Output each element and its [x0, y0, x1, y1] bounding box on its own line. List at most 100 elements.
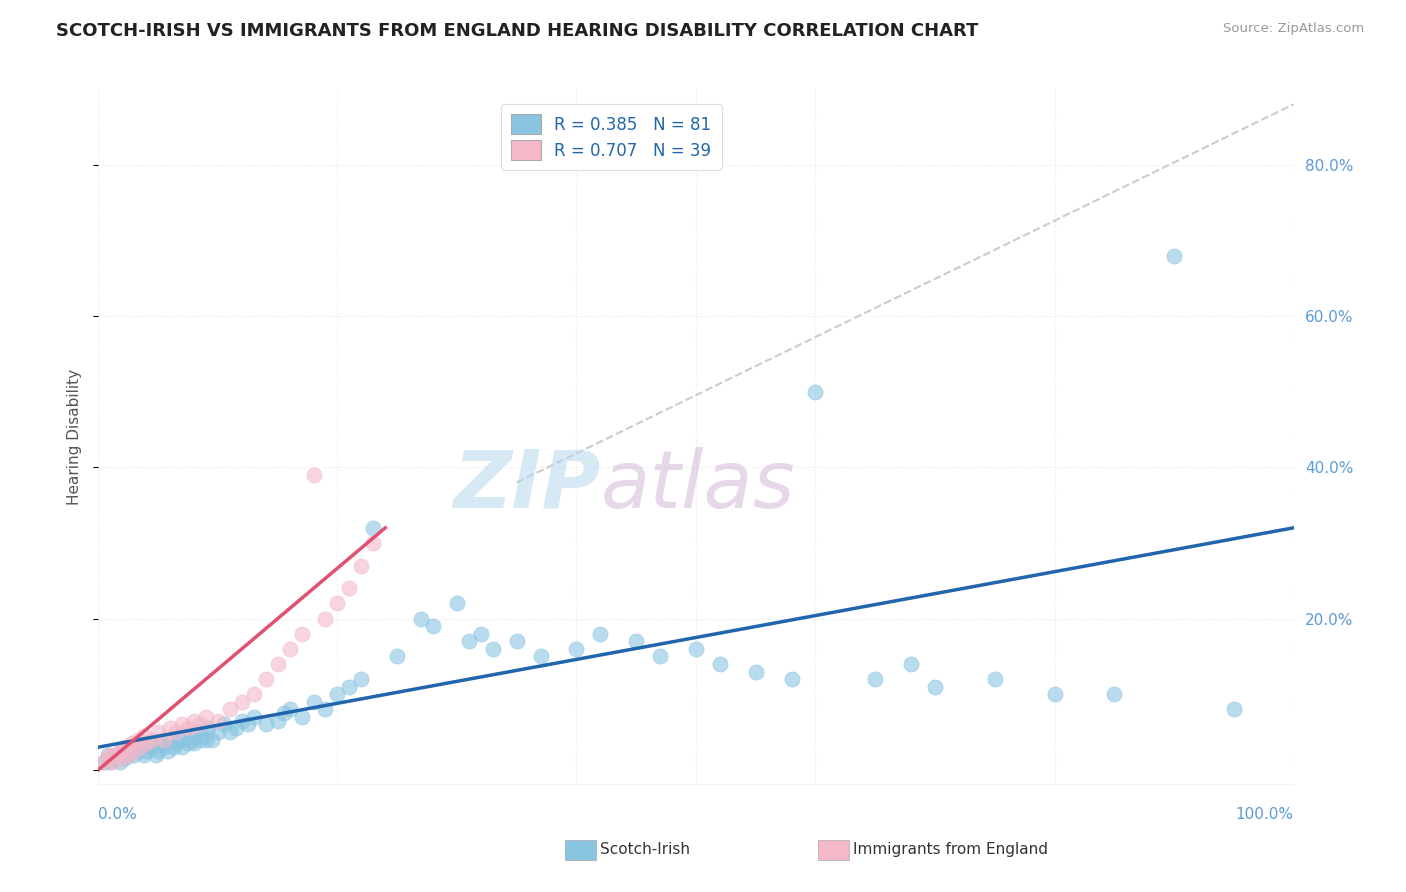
- Point: [267, 657, 290, 671]
- Text: ZIP: ZIP: [453, 447, 600, 524]
- Point: [225, 721, 247, 735]
- Point: [1163, 249, 1185, 263]
- Legend: R = 0.385   N = 81, R = 0.707   N = 39: R = 0.385 N = 81, R = 0.707 N = 39: [501, 104, 721, 169]
- Point: [172, 717, 194, 731]
- Point: [219, 702, 242, 716]
- Point: [149, 736, 172, 750]
- Point: [924, 680, 946, 694]
- Point: [506, 634, 529, 648]
- Point: [188, 732, 211, 747]
- Point: [183, 714, 205, 728]
- Point: [177, 721, 200, 735]
- Point: [207, 714, 229, 728]
- Point: [141, 732, 163, 747]
- Y-axis label: Hearing Disability: Hearing Disability: [67, 369, 83, 505]
- Text: Source: ZipAtlas.com: Source: ZipAtlas.com: [1223, 22, 1364, 36]
- Point: [105, 747, 128, 762]
- Point: [302, 695, 325, 709]
- Point: [135, 744, 157, 758]
- Point: [124, 747, 146, 762]
- Point: [135, 736, 157, 750]
- Point: [363, 536, 385, 550]
- Point: [145, 747, 167, 762]
- Point: [1043, 687, 1066, 701]
- Point: [108, 744, 131, 758]
- Point: [117, 747, 139, 762]
- Point: [254, 672, 277, 686]
- Point: [153, 740, 176, 755]
- Point: [780, 672, 803, 686]
- Point: [278, 641, 301, 656]
- Point: [339, 680, 360, 694]
- Point: [984, 672, 1007, 686]
- Text: atlas: atlas: [600, 447, 796, 524]
- Point: [315, 611, 337, 625]
- Point: [350, 558, 373, 573]
- Point: [188, 717, 211, 731]
- Point: [114, 740, 136, 755]
- Point: [124, 744, 146, 758]
- Text: 0.0%: 0.0%: [98, 807, 138, 822]
- Point: [315, 702, 337, 716]
- Point: [108, 756, 131, 770]
- Point: [186, 725, 208, 739]
- Point: [267, 714, 290, 728]
- Point: [173, 729, 195, 743]
- Point: [111, 751, 134, 765]
- Point: [339, 582, 360, 596]
- Point: [201, 732, 224, 747]
- Point: [385, 649, 409, 664]
- Point: [291, 710, 314, 724]
- Point: [219, 725, 242, 739]
- Point: [159, 721, 181, 735]
- Point: [111, 744, 134, 758]
- Point: [243, 687, 266, 701]
- Point: [169, 732, 191, 747]
- Point: [1102, 687, 1125, 701]
- Point: [127, 744, 149, 758]
- Text: Scotch-Irish: Scotch-Irish: [600, 842, 690, 856]
- Point: [458, 634, 481, 648]
- Point: [97, 751, 120, 765]
- Text: SCOTCH-IRISH VS IMMIGRANTS FROM ENGLAND HEARING DISABILITY CORRELATION CHART: SCOTCH-IRISH VS IMMIGRANTS FROM ENGLAND …: [56, 22, 979, 40]
- Point: [194, 710, 218, 724]
- Point: [207, 725, 229, 739]
- Point: [302, 467, 325, 482]
- Point: [193, 729, 215, 743]
- Point: [114, 751, 136, 765]
- Point: [446, 597, 468, 611]
- Point: [350, 672, 373, 686]
- Point: [626, 634, 648, 648]
- Point: [1222, 702, 1246, 716]
- Point: [141, 740, 163, 755]
- Point: [127, 732, 149, 747]
- Point: [148, 725, 170, 739]
- Point: [326, 687, 349, 701]
- Point: [153, 732, 176, 747]
- Point: [291, 626, 314, 640]
- Point: [172, 740, 194, 755]
- Point: [93, 756, 115, 770]
- Point: [326, 597, 349, 611]
- Point: [648, 649, 672, 664]
- Point: [709, 657, 731, 671]
- Point: [804, 384, 827, 399]
- Point: [194, 732, 218, 747]
- Point: [121, 736, 143, 750]
- Point: [278, 702, 301, 716]
- Point: [156, 744, 179, 758]
- Point: [121, 740, 143, 755]
- Point: [132, 729, 155, 743]
- Point: [243, 710, 266, 724]
- Point: [97, 747, 120, 762]
- Point: [900, 657, 922, 671]
- Point: [163, 740, 186, 755]
- Point: [165, 725, 187, 739]
- Point: [231, 695, 253, 709]
- Point: [422, 619, 444, 633]
- Point: [254, 717, 277, 731]
- Point: [481, 641, 505, 656]
- Point: [165, 736, 187, 750]
- Point: [745, 665, 768, 679]
- Point: [93, 756, 115, 770]
